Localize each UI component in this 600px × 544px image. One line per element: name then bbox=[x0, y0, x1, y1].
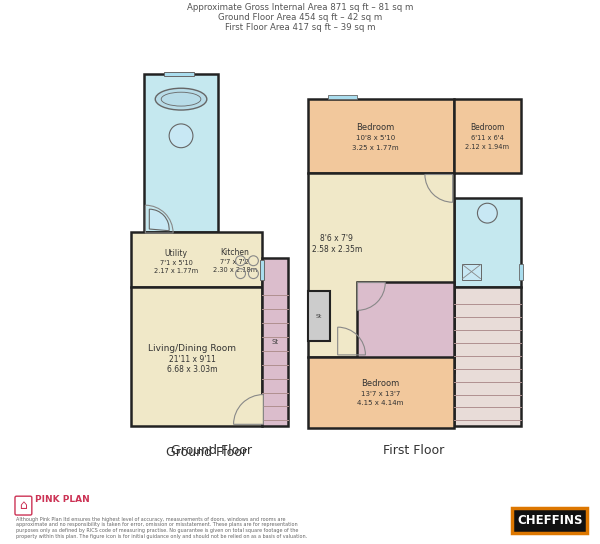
Text: 13'7 x 13'7: 13'7 x 13'7 bbox=[361, 391, 400, 397]
Bar bbox=[145, 75, 218, 232]
Text: First Floor Area 417 sq ft – 39 sq m: First Floor Area 417 sq ft – 39 sq m bbox=[225, 23, 375, 32]
Text: First Floor: First Floor bbox=[383, 443, 445, 456]
Wedge shape bbox=[358, 282, 385, 310]
Text: Living/Dining Room: Living/Dining Room bbox=[148, 344, 236, 354]
Text: 10'8 x 5'10: 10'8 x 5'10 bbox=[356, 135, 395, 141]
Bar bbox=[356, 282, 454, 372]
Bar bbox=[308, 292, 330, 341]
Text: St: St bbox=[272, 339, 279, 345]
Text: Ground Floor: Ground Floor bbox=[171, 443, 252, 456]
Bar bbox=[260, 259, 265, 280]
Bar bbox=[512, 508, 587, 533]
Text: CHEFFINS: CHEFFINS bbox=[517, 514, 583, 527]
Text: 3.25 x 1.77m: 3.25 x 1.77m bbox=[352, 145, 398, 151]
Text: Although Pink Plan ltd ensures the highest level of accuracy, measurements of do: Although Pink Plan ltd ensures the highe… bbox=[16, 516, 308, 539]
Bar bbox=[262, 258, 288, 426]
Text: 2.12 x 1.94m: 2.12 x 1.94m bbox=[466, 144, 509, 150]
Text: Approximate Gross Internal Area 871 sq ft – 81 sq m: Approximate Gross Internal Area 871 sq f… bbox=[187, 3, 413, 13]
Text: Ground Floor Area 454 sq ft – 42 sq m: Ground Floor Area 454 sq ft – 42 sq m bbox=[218, 14, 382, 22]
Wedge shape bbox=[149, 209, 169, 231]
Bar bbox=[454, 99, 521, 174]
Ellipse shape bbox=[155, 88, 207, 110]
Bar bbox=[519, 264, 523, 280]
Text: Bedroom: Bedroom bbox=[356, 123, 394, 132]
Text: 21'11 x 9'11: 21'11 x 9'11 bbox=[169, 355, 215, 364]
Text: 2.17 x 1.77m: 2.17 x 1.77m bbox=[154, 268, 198, 274]
Text: Utility: Utility bbox=[164, 249, 188, 258]
Bar bbox=[308, 99, 454, 174]
Text: St: St bbox=[316, 314, 322, 319]
Text: 2.30 x 2.18m: 2.30 x 2.18m bbox=[212, 267, 257, 273]
Text: 8'6 x 7'9: 8'6 x 7'9 bbox=[320, 234, 353, 243]
Text: PINK PLAN: PINK PLAN bbox=[35, 495, 90, 504]
Text: ⌂: ⌂ bbox=[19, 499, 28, 512]
Bar bbox=[454, 287, 521, 426]
Wedge shape bbox=[233, 394, 263, 424]
Text: Ground Floor: Ground Floor bbox=[166, 446, 247, 459]
Bar bbox=[131, 232, 262, 287]
Text: 6.68 x 3.03m: 6.68 x 3.03m bbox=[167, 365, 217, 374]
Bar bbox=[308, 174, 454, 357]
Bar bbox=[131, 287, 262, 426]
Text: 6'11 x 6'4: 6'11 x 6'4 bbox=[471, 135, 504, 141]
Text: 7'1 x 5'10: 7'1 x 5'10 bbox=[160, 259, 193, 265]
Text: Bedroom: Bedroom bbox=[470, 123, 505, 132]
Text: 7'7 x 7'2: 7'7 x 7'2 bbox=[220, 259, 249, 265]
Circle shape bbox=[478, 203, 497, 223]
Bar bbox=[454, 198, 521, 287]
Text: Bedroom: Bedroom bbox=[361, 379, 400, 388]
Text: Kitchen: Kitchen bbox=[220, 248, 249, 257]
Bar bbox=[164, 72, 194, 76]
Bar bbox=[512, 508, 587, 533]
Text: 4.15 x 4.14m: 4.15 x 4.14m bbox=[357, 400, 403, 406]
Circle shape bbox=[169, 124, 193, 148]
Bar bbox=[308, 357, 454, 428]
Bar bbox=[461, 264, 481, 280]
Text: 2.58 x 2.35m: 2.58 x 2.35m bbox=[311, 245, 362, 255]
Bar bbox=[328, 95, 358, 99]
